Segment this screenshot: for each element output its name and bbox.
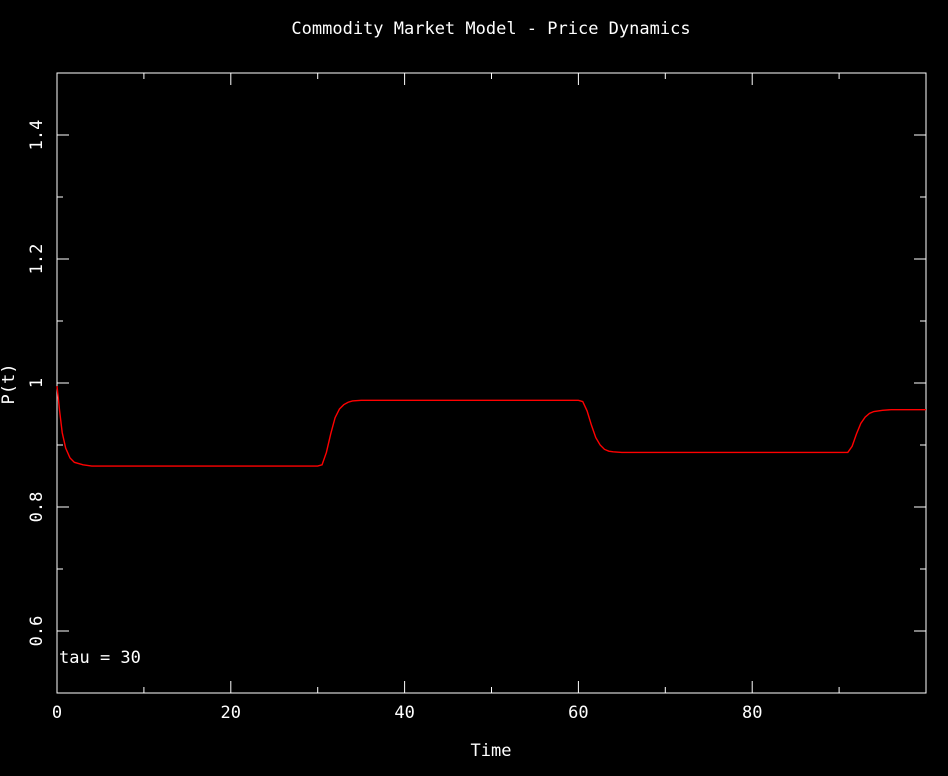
x-tick-label: 80 xyxy=(742,703,762,723)
y-tick-label: 1 xyxy=(27,378,47,388)
y-tick-label: 1.2 xyxy=(27,244,47,275)
x-tick-label: 20 xyxy=(221,703,241,723)
tau-annotation: tau = 30 xyxy=(59,648,141,668)
tick-labels: 0 20 40 60 80 0.6 0.8 1 1.2 1.4 xyxy=(27,120,762,723)
x-tick-label: 60 xyxy=(568,703,588,723)
y-axis-label: P(t) xyxy=(0,364,19,405)
plot-frame xyxy=(56,72,927,694)
chart-title: Commodity Market Model - Price Dynamics xyxy=(291,19,690,39)
x-tick-label: 40 xyxy=(394,703,414,723)
tick-marks xyxy=(56,73,926,693)
x-axis-label: Time xyxy=(471,741,512,761)
y-tick-label: 1.4 xyxy=(27,120,47,151)
y-tick-label: 0.6 xyxy=(27,616,47,647)
y-tick-label: 0.8 xyxy=(27,492,47,523)
x-tick-label: 0 xyxy=(52,703,62,723)
series-line xyxy=(56,386,926,467)
